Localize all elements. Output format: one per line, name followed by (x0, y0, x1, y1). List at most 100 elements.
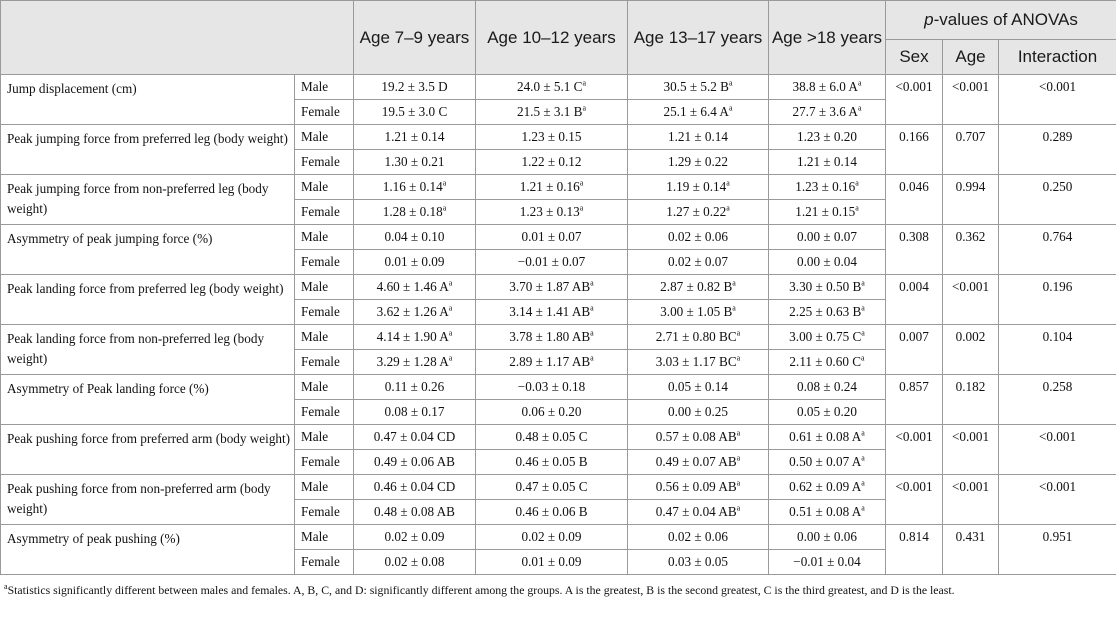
significance-mark: a (861, 278, 865, 288)
value-cell: 19.5 ± 3.0 C (353, 99, 476, 125)
table-row: Female 3.29 ± 1.28 Aa 2.89 ± 1.17 ABa 3.03 … (1, 349, 1116, 375)
value-cell: 4.14 ± 1.90 Aa (353, 324, 476, 350)
sex-label: Female (294, 99, 354, 125)
value-text: 0.00 ± 0.25 (668, 404, 728, 419)
sex-label: Female (294, 399, 354, 425)
p-interaction: 0.764 (997, 224, 1116, 275)
table-row: Asymmetry of peak jumping force (%) Male 0… (0, 224, 1116, 275)
significance-mark: a (855, 178, 859, 188)
value-cell: 2.87 ± 0.82 Ba (627, 274, 769, 300)
value-text: 0.02 ± 0.09 (384, 529, 445, 544)
header-age: Age (942, 39, 999, 75)
table-row: Female 0.02 ± 0.08 0.01 ± 0.09 0.03 ± 0.05 −… (1, 549, 1116, 575)
value-cell: 1.27 ± 0.22a (627, 199, 769, 225)
significance-mark: a (861, 453, 865, 463)
header-pvalues-rest: -values of ANOVAs (933, 10, 1078, 29)
significance-mark: a (736, 328, 741, 338)
value-cell: 0.05 ± 0.14 (627, 374, 769, 400)
value-text: 0.47 ± 0.05 C (515, 479, 588, 494)
value-cell: 3.70 ± 1.87 ABa (475, 274, 628, 300)
value-text: 3.00 ± 0.75 C (789, 329, 862, 344)
value-cell: 1.28 ± 0.18a (353, 199, 476, 225)
value-text: 0.56 ± 0.09 AB (655, 479, 737, 494)
sex-label: Male (294, 74, 354, 100)
measure-label: Peak pushing force from non-preferred ar… (0, 474, 295, 525)
significance-mark: a (448, 353, 453, 363)
significance-mark: a (728, 78, 733, 88)
significance-mark: a (590, 328, 594, 338)
value-cell: 3.00 ± 0.75 Ca (768, 324, 886, 350)
value-text: 1.23 ± 0.20 (797, 129, 857, 144)
value-cell: 3.30 ± 0.50 Ba (768, 274, 886, 300)
p-sex: 0.007 (885, 324, 943, 375)
sex-label: Female (294, 149, 354, 175)
value-cell: 2.25 ± 0.63 Ba (768, 299, 886, 325)
sex-label: Female (294, 199, 354, 225)
value-cell: 0.03 ± 0.05 (627, 549, 769, 575)
value-cell: 25.1 ± 6.4 Aa (627, 99, 769, 125)
value-cell: 0.08 ± 0.17 (353, 399, 476, 425)
value-cell: 0.06 ± 0.20 (475, 399, 628, 425)
value-cell: 0.00 ± 0.25 (627, 399, 769, 425)
value-text: 30.5 ± 5.2 B (663, 79, 729, 94)
p-age: 0.182 (942, 374, 999, 425)
value-text: 0.11 ± 0.26 (384, 379, 445, 394)
significance-mark: a (590, 303, 594, 313)
value-text: 0.06 ± 0.20 (521, 404, 582, 419)
results-table: Age 7–9 years Age 10–12 years Age 13–17 … (0, 0, 1116, 575)
value-text: 0.05 ± 0.20 (797, 404, 857, 419)
value-cell: 0.11 ± 0.26 (353, 374, 476, 400)
table-row: Asymmetry of peak pushing (%) Male 0.02 ± … (0, 524, 1116, 575)
value-text: 3.03 ± 1.17 BC (655, 354, 737, 369)
value-text: 0.48 ± 0.05 C (515, 429, 588, 444)
value-text: 1.23 ± 0.15 (521, 129, 582, 144)
value-cell: 0.48 ± 0.08 AB (353, 499, 476, 525)
p-sex: 0.046 (885, 174, 943, 225)
value-cell: 0.01 ± 0.07 (475, 224, 628, 250)
value-cell: 0.01 ± 0.09 (353, 249, 476, 275)
value-cell: 1.23 ± 0.13a (475, 199, 628, 225)
table-row: Peak pushing force from non-preferred ar… (0, 474, 1116, 525)
value-text: 1.21 ± 0.14 (384, 129, 445, 144)
value-cell: −0.03 ± 0.18 (475, 374, 628, 400)
value-cell: 0.02 ± 0.06 (627, 524, 769, 550)
sex-label: Male (294, 524, 354, 550)
value-text: 1.19 ± 0.14 (666, 179, 727, 194)
value-cell: 0.61 ± 0.08 Aa (768, 424, 886, 450)
measure-label: Peak landing force from preferred leg (b… (0, 274, 295, 325)
value-text: 0.02 ± 0.06 (668, 529, 728, 544)
significance-mark: a (861, 328, 865, 338)
value-cell: 0.02 ± 0.06 (627, 224, 769, 250)
significance-mark: a (448, 328, 453, 338)
value-text: 0.08 ± 0.17 (384, 404, 445, 419)
significance-mark: a (582, 78, 587, 88)
value-text: 25.1 ± 6.4 A (663, 104, 729, 119)
value-text: 0.46 ± 0.05 B (515, 454, 588, 469)
p-interaction: 0.258 (997, 374, 1116, 425)
measure-label: Asymmetry of peak pushing (%) (0, 524, 295, 575)
value-text: 3.62 ± 1.26 A (376, 304, 449, 319)
value-text: 1.22 ± 0.12 (521, 154, 582, 169)
value-text: 0.47 ± 0.04 AB (655, 504, 737, 519)
significance-mark: a (732, 278, 736, 288)
value-cell: 3.78 ± 1.80 ABa (475, 324, 628, 350)
significance-mark: a (726, 178, 730, 188)
p-age: 0.431 (942, 524, 999, 575)
p-age: <0.001 (942, 74, 999, 125)
value-cell: 0.49 ± 0.06 AB (353, 449, 476, 475)
value-text: 4.60 ± 1.46 A (376, 279, 449, 294)
value-text: 0.02 ± 0.06 (668, 229, 728, 244)
value-cell: 38.8 ± 6.0 Aa (768, 74, 886, 100)
table-row: Female 0.49 ± 0.06 AB 0.46 ± 0.05 B 0.49 ± … (1, 449, 1116, 475)
value-text: 0.01 ± 0.09 (521, 554, 582, 569)
value-cell: 0.00 ± 0.07 (768, 224, 886, 250)
value-text: 0.04 ± 0.10 (384, 229, 445, 244)
significance-mark: a (736, 453, 741, 463)
sex-label: Male (294, 224, 354, 250)
p-age: <0.001 (942, 424, 999, 475)
value-text: 21.5 ± 3.1 B (516, 104, 583, 119)
value-cell: 1.22 ± 0.12 (475, 149, 628, 175)
value-text: 0.01 ± 0.07 (521, 229, 582, 244)
p-interaction: <0.001 (997, 74, 1116, 125)
table-row: Female 1.28 ± 0.18a 1.23 ± 0.13a 1.27 ± 0.2… (1, 199, 1116, 225)
